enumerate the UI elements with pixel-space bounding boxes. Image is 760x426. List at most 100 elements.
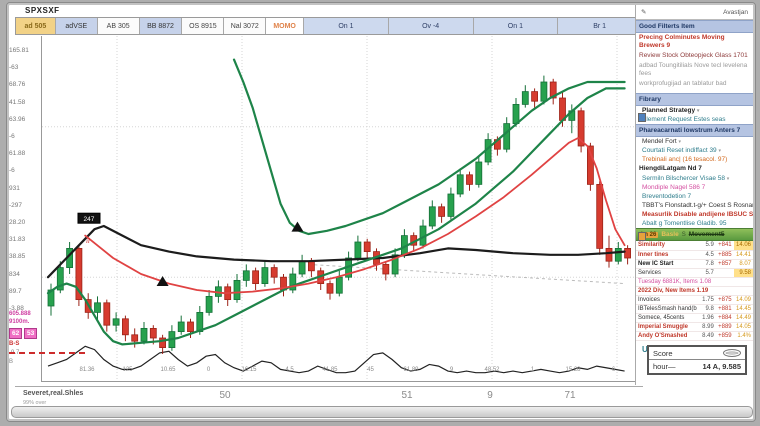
candle[interactable] <box>140 327 148 342</box>
candle[interactable] <box>391 254 399 275</box>
tab-ab-305[interactable]: AB 305 <box>97 18 140 34</box>
candle[interactable] <box>577 110 585 147</box>
buy-signal-triangle[interactable] <box>291 221 304 232</box>
y-tick: 38.85 <box>9 253 26 261</box>
y-tick: 28.20 <box>9 219 26 226</box>
table-row[interactable]: Imperial Smuggle 8.99 +889 14.05 <box>636 322 753 332</box>
candle[interactable] <box>531 91 539 102</box>
tab-br-1[interactable]: Br 1 <box>558 18 642 34</box>
candle[interactable] <box>307 260 315 272</box>
candle[interactable] <box>503 123 511 150</box>
table-row[interactable]: IBTelesSmash hand(b 9.8 +881 14.45 <box>636 304 753 314</box>
candle[interactable] <box>475 161 483 185</box>
table-row[interactable]: Services 5.7 9.58 <box>636 268 753 278</box>
candle[interactable] <box>205 295 213 313</box>
candle[interactable] <box>159 337 166 349</box>
candle[interactable] <box>122 318 129 336</box>
ma-black-line <box>46 224 626 279</box>
ma-red-line <box>84 137 626 295</box>
table-row[interactable]: Somece, 45cents 1.96 +884 14.49 <box>636 313 753 323</box>
tab-os-8915[interactable]: OS 8915 <box>182 18 225 34</box>
ma-green-fast-line <box>46 87 626 346</box>
inventory-item[interactable]: Mendel Fort ▾ <box>642 138 682 145</box>
candle[interactable] <box>131 334 139 342</box>
candle[interactable] <box>252 270 260 285</box>
price-tag <box>638 231 646 241</box>
candle[interactable] <box>270 267 278 278</box>
gutter-label: B-S <box>9 341 20 347</box>
candle[interactable] <box>177 321 185 333</box>
y-tick: -6 <box>9 167 15 175</box>
candle[interactable] <box>335 276 343 294</box>
candle[interactable] <box>75 247 83 300</box>
candle[interactable] <box>187 321 194 333</box>
price-chart-svg[interactable]: 247 il <box>42 36 636 382</box>
inventory-item[interactable]: Trebinali anc| (16 tesacol. 97) <box>642 156 728 163</box>
candle[interactable] <box>614 247 622 262</box>
candle[interactable] <box>549 81 557 99</box>
tab-on-1[interactable]: On 1 <box>304 18 389 34</box>
y-tick: 89.7 <box>9 287 22 295</box>
library-item[interactable]: Element Request Estes seas <box>642 116 726 123</box>
candle[interactable] <box>242 270 250 281</box>
candle[interactable] <box>326 283 334 294</box>
table-row[interactable]: 2022 Div, New Items 1.19 <box>636 286 753 296</box>
inventory-item[interactable]: Breventodetion 7 <box>642 193 692 200</box>
candle[interactable] <box>149 327 157 339</box>
candle[interactable] <box>261 267 269 285</box>
tab-ov-4[interactable]: Ov -4 <box>388 18 474 34</box>
table-row[interactable]: Invoices 1.75 +875 14.09 <box>636 295 753 305</box>
candle[interactable] <box>363 241 371 252</box>
candle[interactable] <box>382 263 390 275</box>
price-chart[interactable]: 247 il 81.36 125 10.65 0 16.15 4 5 41.85 45 61.89… <box>41 36 636 382</box>
table-row[interactable]: Andy O'Smashed 8.49 +859 1.4% <box>636 331 753 341</box>
tab-on-1[interactable]: On 1 <box>473 18 559 34</box>
tab-ad-505[interactable]: ad 505 <box>16 18 56 34</box>
candle[interactable] <box>447 193 455 217</box>
candle[interactable] <box>438 206 446 217</box>
candle[interactable] <box>624 247 631 259</box>
tab-advse[interactable]: adVSE <box>55 18 98 34</box>
y-tick: 834 <box>9 270 20 278</box>
panel1-line1[interactable]: Precing Colminutes Moving Brewers 9 <box>639 34 725 49</box>
candle[interactable] <box>94 302 101 313</box>
candle[interactable] <box>456 174 464 195</box>
tab-momo[interactable]: MOMO <box>266 18 305 34</box>
score-box: Score hour— 14 A, 9.585 <box>647 345 747 375</box>
hour-value: 14 A, 9.585 <box>702 362 742 371</box>
candle[interactable] <box>605 247 613 262</box>
tab-bb-8872[interactable]: BB 8872 <box>139 18 183 34</box>
candle[interactable] <box>521 91 529 105</box>
inventory-item[interactable]: Courtati Reset indiffact 39 ▾ <box>642 147 721 154</box>
candle[interactable] <box>233 279 241 300</box>
candle[interactable] <box>596 183 604 249</box>
buy-signal-triangle[interactable] <box>156 276 169 286</box>
candle[interactable] <box>354 241 362 259</box>
table-row[interactable]: Inner tines 4.5 +885 14.41 <box>636 250 753 260</box>
inventory-item[interactable]: Sermiln Bilschercer Visae 58 ▾ <box>642 175 730 182</box>
inventory-item[interactable]: Measurlik Disable andijene IBSUC SE Qbid <box>642 211 753 218</box>
pencil-icon[interactable]: ✎ <box>641 9 647 16</box>
candle[interactable] <box>298 260 306 275</box>
table-row[interactable]: New IC Start 7.8 +857 8.07 <box>636 259 753 269</box>
table-row[interactable]: Tuesday 6881K, Items 1.08 <box>636 277 753 287</box>
candle[interactable] <box>466 174 473 185</box>
candle[interactable] <box>289 273 297 291</box>
panel2-items: Planned Strategy ▾ Element Request Estes … <box>636 106 753 124</box>
inventory-item[interactable]: Mondiple Nagel 586 7 <box>642 184 706 191</box>
candle[interactable] <box>103 302 111 326</box>
x-tick: 4 5 <box>285 367 294 373</box>
candle[interactable] <box>112 318 120 326</box>
library-item[interactable]: Planned Strategy ▾ <box>642 107 700 114</box>
inventory-item[interactable]: TBBT's Flonstadt.t-g/+ Coest S Rosnanest… <box>642 202 753 209</box>
tab-nal-3072[interactable]: Nal 3072 <box>224 18 267 34</box>
candle[interactable] <box>428 206 436 227</box>
movement-bar[interactable]: Im 26 Basle S Movement5 <box>636 228 753 241</box>
candle[interactable] <box>587 145 594 185</box>
inventory-item[interactable]: Abalt g Tomentlise Gladib. 95 <box>642 220 727 227</box>
candle[interactable] <box>56 267 64 291</box>
candle[interactable] <box>540 81 548 102</box>
table-row[interactable]: Similarity 5.9 +841 14.06 <box>636 241 753 251</box>
panel1-line2[interactable]: Review Stock Obteopjeck Glass 1701 <box>639 52 748 59</box>
candle[interactable] <box>512 104 520 125</box>
